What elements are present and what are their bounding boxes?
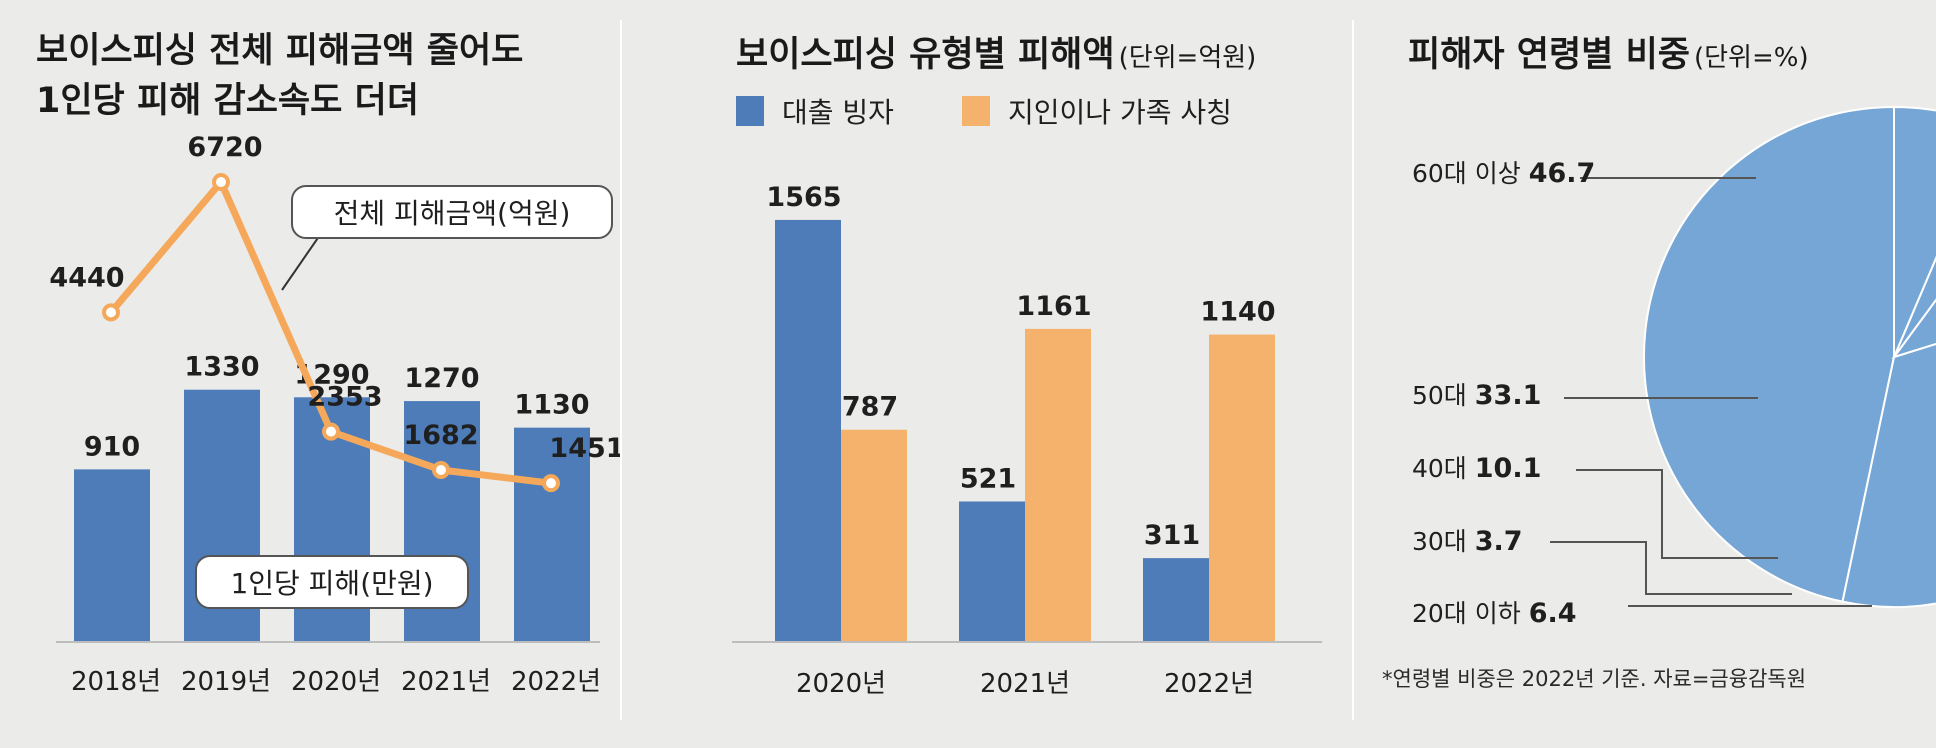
bar-value-label-0: 910 bbox=[84, 431, 140, 462]
line-point-2 bbox=[322, 422, 340, 441]
bar-per-capita-4 bbox=[514, 427, 590, 642]
bar-loan-1 bbox=[959, 501, 1025, 642]
line-value-label-0: 4440 bbox=[49, 262, 124, 293]
damage-trend-chart: 보이스피싱 전체 피해금액 줄어도 1인당 피해 감소속도 더뎌 910 1330… bbox=[36, 31, 625, 697]
pie-label-3: 30대 3.7 bbox=[1412, 526, 1523, 557]
legend-label-impersonation: 지인이나 가족 사칭 bbox=[1008, 96, 1232, 129]
source-note: *연령별 비중은 2022년 기준. 자료=금융감독원 bbox=[1382, 667, 1806, 691]
bar-value-label-2-0: 311 bbox=[1144, 520, 1200, 551]
pie-label-text-3: 30대 bbox=[1412, 527, 1475, 556]
bar-value-label-2-1: 1140 bbox=[1200, 297, 1275, 328]
bar-value-label-1-0: 521 bbox=[960, 463, 1016, 494]
line-value-label-1: 6720 bbox=[187, 132, 262, 163]
line-callout-box bbox=[291, 185, 613, 239]
panel-age-share: 피해자 연령별 비중 (단위=%) 60대 이상 46.7 50대 33.1 40대 … bbox=[1354, 0, 1936, 744]
x-tick-label-4: 2022년 bbox=[511, 667, 601, 697]
line-value-label-3: 1682 bbox=[403, 420, 478, 451]
x-tick-label-0: 2018년 bbox=[71, 667, 161, 697]
bar-loan-0 bbox=[775, 219, 841, 642]
bar-value-label-1-1: 1161 bbox=[1016, 291, 1091, 322]
chart-title-line-1: 보이스피싱 전체 피해금액 줄어도 bbox=[36, 31, 523, 71]
pie-slice-0 bbox=[1642, 105, 1895, 603]
pie-label-1: 50대 33.1 bbox=[1412, 380, 1541, 411]
pie-label-value-2: 10.1 bbox=[1475, 453, 1542, 484]
pie-label-value-1: 33.1 bbox=[1475, 380, 1542, 411]
legend-swatch-loan bbox=[736, 96, 764, 126]
legend-swatch-impersonation bbox=[962, 96, 990, 126]
pie-slice-1 bbox=[1841, 342, 1936, 609]
bar-per-capita-0 bbox=[74, 469, 150, 642]
line-point-3 bbox=[432, 460, 450, 479]
x-tick-label-1: 2019년 bbox=[181, 667, 271, 697]
chart-title-main: 보이스피싱 유형별 피해액 bbox=[736, 35, 1115, 75]
x-tick-label-2: 2020년 bbox=[291, 667, 381, 697]
bar-value-label-0-1: 787 bbox=[842, 392, 898, 423]
chart-title: 피해자 연령별 비중 (단위=%) bbox=[1408, 35, 1809, 75]
bar-value-label-0-0: 1565 bbox=[766, 182, 841, 213]
pie-label-0: 60대 이상 46.7 bbox=[1412, 158, 1595, 189]
bar-value-label-4: 1130 bbox=[514, 390, 589, 421]
x-tick-label-1: 2021년 bbox=[980, 669, 1070, 699]
bar-callout-box bbox=[195, 555, 469, 609]
x-tick-label-2: 2022년 bbox=[1164, 669, 1254, 699]
bar-series-label: 1인당 피해(만원) bbox=[230, 567, 433, 600]
line-point-4 bbox=[542, 474, 560, 493]
chart-title-unit: (단위=억원) bbox=[1119, 43, 1257, 73]
panel-damage-trend: 보이스피싱 전체 피해금액 줄어도 1인당 피해 감소속도 더뎌 910 1330… bbox=[0, 0, 625, 744]
x-tick-label-0: 2020년 bbox=[796, 669, 886, 699]
legend-label-loan: 대출 빙자 bbox=[782, 96, 894, 129]
pie-label-text-4: 20대 이하 bbox=[1412, 599, 1529, 628]
leader-line-3 bbox=[1550, 541, 1792, 595]
bar-impersonation-2 bbox=[1209, 334, 1275, 642]
bar-value-label-1: 1330 bbox=[184, 352, 259, 383]
line-series-label: 전체 피해금액(억원) bbox=[334, 197, 571, 230]
leader-line-2 bbox=[1576, 469, 1778, 559]
pie-label-text-2: 40대 bbox=[1412, 454, 1475, 483]
pie-label-value-0: 46.7 bbox=[1529, 158, 1596, 189]
pie-label-4: 20대 이하 6.4 bbox=[1412, 598, 1577, 629]
divider bbox=[1352, 20, 1354, 720]
bar-loan-2 bbox=[1143, 558, 1209, 642]
pie-label-value-3: 3.7 bbox=[1475, 526, 1523, 557]
x-tick-label-3: 2021년 bbox=[401, 667, 491, 697]
pie-slice-4 bbox=[1893, 105, 1936, 358]
callout-pointer bbox=[281, 231, 323, 291]
line-point-1 bbox=[212, 173, 230, 192]
chart-title: 보이스피싱 유형별 피해액 (단위=억원) bbox=[736, 35, 1256, 75]
divider bbox=[620, 20, 622, 720]
pie-label-value-4: 6.4 bbox=[1529, 598, 1577, 629]
panel-type-damage: 보이스피싱 유형별 피해액 (단위=억원) 대출 빙자 지인이나 가족 사칭 15… bbox=[622, 0, 1352, 744]
line-value-label-4: 1451 bbox=[549, 433, 620, 464]
chart-title-unit: (단위=%) bbox=[1694, 43, 1809, 73]
type-damage-chart: 보이스피싱 유형별 피해액 (단위=억원) 대출 빙자 지인이나 가족 사칭 15… bbox=[732, 35, 1322, 699]
line-point-0 bbox=[102, 303, 120, 322]
pie-label-text-0: 60대 이상 bbox=[1412, 159, 1529, 188]
pie-label-2: 40대 10.1 bbox=[1412, 453, 1541, 484]
chart-title-main: 피해자 연령별 비중 bbox=[1408, 35, 1690, 75]
bar-impersonation-1 bbox=[1025, 328, 1091, 642]
bar-impersonation-0 bbox=[841, 429, 907, 642]
bar-value-label-3: 1270 bbox=[404, 363, 479, 394]
line-value-label-2: 2353 bbox=[307, 382, 382, 413]
pie-label-text-1: 50대 bbox=[1412, 381, 1475, 410]
age-share-chart: 피해자 연령별 비중 (단위=%) 60대 이상 46.7 50대 33.1 40대 … bbox=[1382, 35, 1936, 691]
chart-title-line-2: 1인당 피해 감소속도 더뎌 bbox=[36, 81, 419, 121]
